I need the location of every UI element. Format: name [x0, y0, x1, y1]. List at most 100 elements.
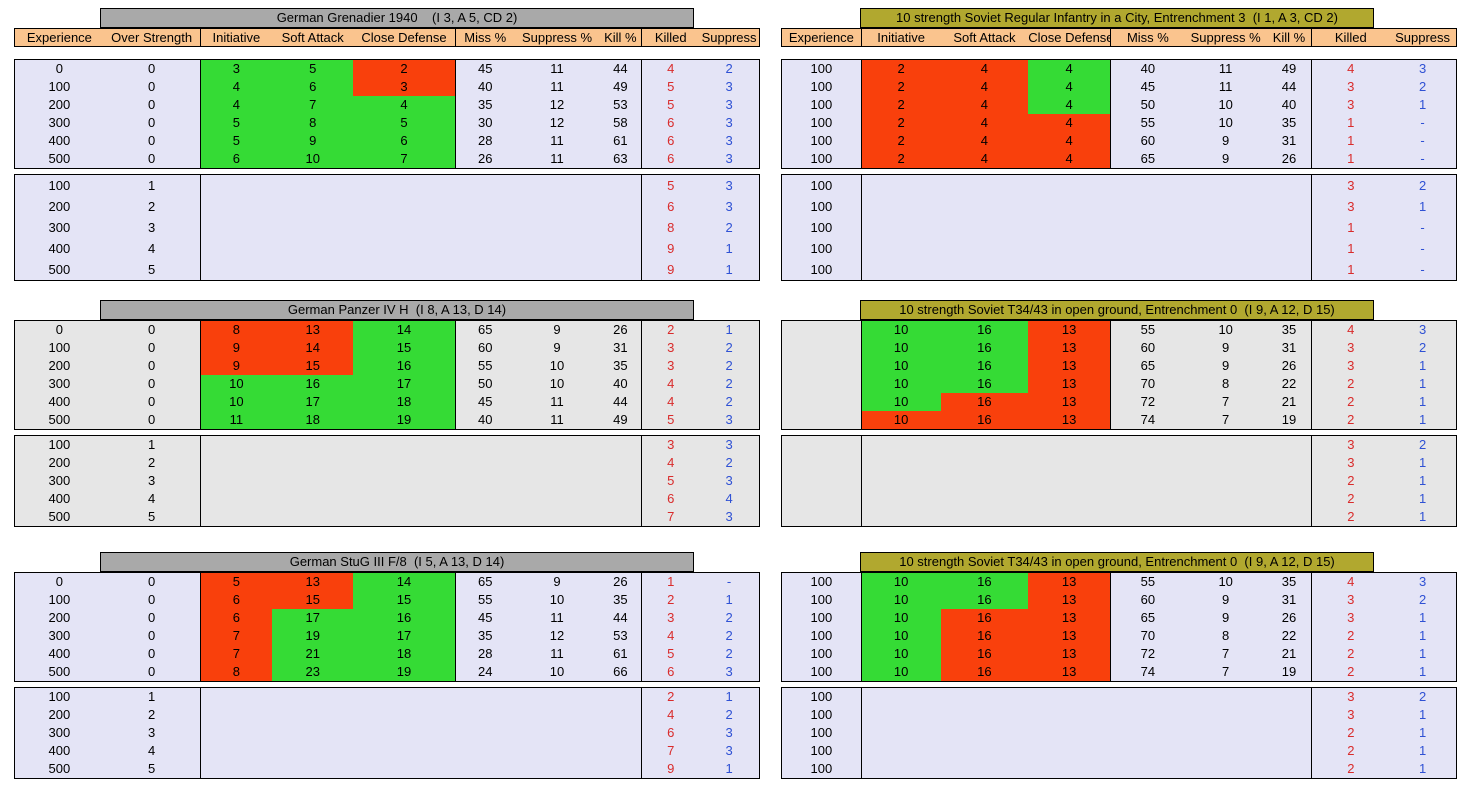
- column-header: Initiative: [199, 29, 273, 46]
- stat-cell: 10: [860, 411, 941, 429]
- stat-cell: 2: [1418, 79, 1427, 94]
- stats-row: 100 0 9 14 15 60 9 31 3 2: [15, 339, 759, 357]
- stat-cell: 3: [1311, 339, 1389, 357]
- stat-cell: 1: [725, 262, 733, 277]
- stat-cell: 2: [860, 60, 941, 78]
- stat-cell: 4: [1028, 132, 1111, 150]
- stat-cell: 35: [1281, 322, 1297, 337]
- stat-cell: 0: [148, 574, 156, 589]
- stat-cell: 12: [549, 97, 565, 112]
- stat-cell: 2: [1311, 645, 1389, 663]
- stat-cell: 19: [272, 627, 354, 645]
- stat-cell: 3: [725, 178, 733, 193]
- stats-row: 100 10 16 13 55 10 35 4 3: [782, 573, 1456, 591]
- stat-cell: 2: [148, 199, 156, 214]
- merged-empty-cell: [860, 508, 1312, 526]
- stat-cell: 0: [148, 322, 156, 337]
- stat-cell: 3: [1311, 688, 1389, 706]
- stat-cell: 44: [613, 61, 628, 76]
- stat-cell: 13: [1028, 591, 1111, 609]
- stat-cell: 2: [148, 455, 156, 470]
- stat-cell: 40: [454, 411, 515, 429]
- stat-cell: 58: [613, 115, 628, 130]
- stat-cell: 72: [1110, 393, 1185, 411]
- stat-cell: 16: [940, 339, 1029, 357]
- stat-cell: [782, 508, 861, 526]
- stat-cell: 100: [810, 199, 833, 214]
- stat-cell: 1: [1418, 412, 1427, 427]
- stat-cell: 1: [1418, 610, 1427, 625]
- stats-row: 500 0 8 23 19 24 10 66 6 3: [15, 663, 759, 681]
- stat-cell: 11: [550, 151, 564, 166]
- stat-cell: 3: [725, 97, 733, 112]
- overstrength-row: 400 4 9 1: [15, 238, 759, 259]
- overstrength-row: 100 2 1: [782, 760, 1456, 778]
- stat-cell: 65: [1110, 357, 1185, 375]
- stat-cell: 2: [860, 96, 941, 114]
- overstrength-row: 500 5 9 1: [15, 760, 759, 778]
- stat-cell: -: [1420, 241, 1425, 256]
- stat-cell: 4: [940, 114, 1029, 132]
- stat-cell: 35: [454, 627, 515, 645]
- stat-cell: 1: [725, 761, 733, 776]
- merged-empty-cell: [860, 217, 1312, 238]
- overstrength-row: 200 2 6 3: [15, 196, 759, 217]
- stat-cell: 9: [1222, 610, 1230, 625]
- stat-cell: 10: [860, 627, 941, 645]
- stat-cell: 500: [48, 664, 71, 679]
- stat-cell: 1: [1418, 394, 1427, 409]
- stat-cell: 200: [48, 97, 71, 112]
- stats-row: 100 0 4 6 3 40 11 49 5 3: [15, 78, 759, 96]
- stat-cell: 1: [1418, 376, 1427, 391]
- panel-german-stug-iii-f8: German StuG III F/8 (I 5, A 13, D 14) 0 0 5…: [14, 552, 760, 779]
- stat-cell: [782, 454, 861, 472]
- stat-cell: [782, 393, 861, 411]
- merged-empty-cell: [199, 724, 642, 742]
- overstrength-row: 100 3 2: [782, 688, 1456, 706]
- column-header: Close Defense: [1028, 30, 1111, 45]
- column-header: Experience: [788, 30, 854, 45]
- stat-cell: 50: [1110, 96, 1185, 114]
- stat-cell: 200: [48, 358, 71, 373]
- stat-cell: 3: [725, 151, 733, 166]
- stats-row: 400 0 10 17 18 45 11 44 4 2: [15, 393, 759, 411]
- stats-block: 100 10 16 13 55 10 35 4 3 100 10 16 13 60 9 31 3 2 100 10 16…: [781, 572, 1457, 682]
- stat-cell: 1: [1418, 455, 1427, 470]
- stat-cell: 3: [1311, 436, 1389, 454]
- stat-cell: 200: [48, 610, 71, 625]
- stat-cell: 5: [641, 78, 699, 96]
- stat-cell: 1: [1418, 664, 1427, 679]
- stat-cell: 19: [353, 411, 455, 429]
- stat-cell: 15: [272, 357, 354, 375]
- stat-cell: 3: [1311, 609, 1389, 627]
- column-header: Suppress %: [521, 30, 593, 45]
- merged-empty-cell: [199, 196, 642, 217]
- merged-empty-cell: [199, 688, 642, 706]
- stat-cell: 74: [1110, 663, 1185, 681]
- stat-cell: 10: [860, 375, 941, 393]
- stat-cell: 31: [1281, 592, 1297, 607]
- stat-cell: 200: [48, 707, 71, 722]
- stat-cell: 4: [1028, 150, 1111, 168]
- stat-cell: 55: [1110, 114, 1185, 132]
- unit-title: 10 strength Soviet T34/43 in open ground…: [860, 300, 1374, 320]
- stat-cell: 35: [1281, 115, 1297, 130]
- column-header: Kill %: [1272, 30, 1306, 45]
- stats-row: 10 16 13 55 10 35 4 3: [782, 321, 1456, 339]
- unit-title: German StuG III F/8 (I 5, A 13, D 14): [100, 552, 694, 572]
- stat-cell: 49: [613, 412, 628, 427]
- stat-cell: 100: [810, 178, 833, 193]
- stat-cell: 300: [48, 725, 71, 740]
- stat-cell: 74: [1110, 411, 1185, 429]
- column-header: Killed: [1311, 29, 1389, 46]
- stat-cell: 8: [641, 217, 699, 238]
- stat-cell: 1: [1311, 259, 1389, 280]
- stat-cell: 5: [641, 175, 699, 196]
- stat-cell: 8: [199, 663, 273, 681]
- stat-cell: 200: [48, 199, 71, 214]
- stat-cell: 300: [48, 115, 71, 130]
- stat-cell: 30: [454, 114, 515, 132]
- stat-cell: 15: [353, 591, 455, 609]
- stats-row: 300 0 10 16 17 50 10 40 4 2: [15, 375, 759, 393]
